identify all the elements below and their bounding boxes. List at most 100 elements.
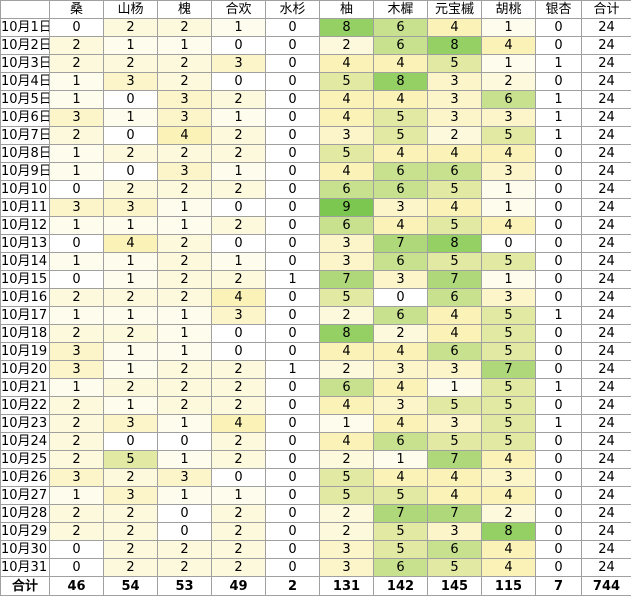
data-cell: 5	[482, 433, 536, 451]
data-cell: 5	[320, 469, 374, 487]
data-cell: 3	[158, 469, 212, 487]
data-cell: 2	[50, 505, 104, 523]
data-cell: 0	[212, 343, 266, 361]
data-cell: 0	[536, 397, 582, 415]
row-total-cell: 24	[582, 181, 631, 199]
data-cell: 5	[374, 487, 428, 505]
row-total-cell: 24	[582, 217, 631, 235]
data-cell: 2	[158, 541, 212, 559]
data-cell: 2	[158, 145, 212, 163]
row-label: 10月5日	[1, 91, 50, 109]
data-cell: 3	[428, 523, 482, 541]
data-cell: 5	[428, 253, 482, 271]
data-cell: 2	[158, 559, 212, 577]
row-total-cell: 24	[582, 469, 631, 487]
header-cell: 银杏	[536, 1, 582, 19]
total-cell: 2	[266, 577, 320, 596]
data-cell: 1	[158, 343, 212, 361]
data-cell: 6	[374, 37, 428, 55]
data-cell: 0	[536, 523, 582, 541]
data-cell: 3	[320, 541, 374, 559]
data-cell: 0	[536, 289, 582, 307]
data-cell: 5	[320, 73, 374, 91]
row-total-cell: 24	[582, 271, 631, 289]
row-label: 10月25日	[1, 451, 50, 469]
data-cell: 1	[50, 91, 104, 109]
data-cell: 1	[212, 253, 266, 271]
data-cell: 6	[320, 217, 374, 235]
data-cell: 4	[320, 55, 374, 73]
data-cell: 0	[266, 487, 320, 505]
data-cell: 6	[374, 307, 428, 325]
data-cell: 3	[428, 91, 482, 109]
data-cell: 3	[320, 559, 374, 577]
data-cell: 7	[428, 271, 482, 289]
data-cell: 0	[536, 217, 582, 235]
data-cell: 4	[482, 37, 536, 55]
row-label: 10月27日	[1, 487, 50, 505]
data-cell: 2	[50, 289, 104, 307]
data-cell: 1	[428, 379, 482, 397]
data-cell: 7	[428, 451, 482, 469]
row-total-cell: 24	[582, 415, 631, 433]
data-cell: 5	[428, 181, 482, 199]
data-cell: 0	[266, 145, 320, 163]
data-cell: 2	[50, 451, 104, 469]
data-cell: 3	[320, 127, 374, 145]
table-row: 10月14日112103655024	[1, 253, 631, 271]
data-cell: 5	[428, 217, 482, 235]
row-total-cell: 24	[582, 145, 631, 163]
data-cell: 0	[266, 55, 320, 73]
data-cell: 0	[212, 469, 266, 487]
data-cell: 1	[104, 397, 158, 415]
data-cell: 2	[158, 181, 212, 199]
row-label: 10月18日	[1, 325, 50, 343]
row-label: 10月8日	[1, 145, 50, 163]
data-cell: 4	[320, 397, 374, 415]
total-cell: 7	[536, 577, 582, 596]
data-cell: 1	[536, 415, 582, 433]
data-cell: 3	[374, 361, 428, 379]
data-cell: 2	[50, 127, 104, 145]
data-cell: 1	[158, 37, 212, 55]
data-cell: 0	[266, 379, 320, 397]
data-cell: 2	[158, 397, 212, 415]
data-cell: 7	[374, 235, 428, 253]
data-cell: 1	[50, 487, 104, 505]
data-cell: 2	[104, 469, 158, 487]
data-cell: 1	[104, 361, 158, 379]
data-cell: 2	[482, 505, 536, 523]
header-cell: 水杉	[266, 1, 320, 19]
data-cell: 3	[158, 163, 212, 181]
row-label: 10月15日	[1, 271, 50, 289]
data-cell: 3	[374, 199, 428, 217]
data-cell: 8	[320, 19, 374, 37]
table-row: 10月31日022203654024	[1, 559, 631, 577]
row-label: 10月31日	[1, 559, 50, 577]
data-cell: 0	[266, 127, 320, 145]
data-cell: 8	[374, 73, 428, 91]
data-cell: 5	[482, 253, 536, 271]
table-row: 10月16日222405063024	[1, 289, 631, 307]
data-cell: 5	[482, 343, 536, 361]
data-cell: 3	[50, 343, 104, 361]
data-cell: 6	[374, 181, 428, 199]
data-cell: 0	[536, 487, 582, 505]
data-cell: 0	[536, 199, 582, 217]
data-cell: 4	[374, 217, 428, 235]
row-label: 10月12日	[1, 217, 50, 235]
header-cell-total: 合计	[582, 1, 631, 19]
data-cell: 2	[320, 451, 374, 469]
header-cell: 元宝槭	[428, 1, 482, 19]
data-cell: 1	[50, 163, 104, 181]
data-cell: 0	[536, 37, 582, 55]
data-cell: 0	[266, 397, 320, 415]
data-cell: 2	[50, 523, 104, 541]
data-cell: 5	[482, 325, 536, 343]
total-cell: 54	[104, 577, 158, 596]
